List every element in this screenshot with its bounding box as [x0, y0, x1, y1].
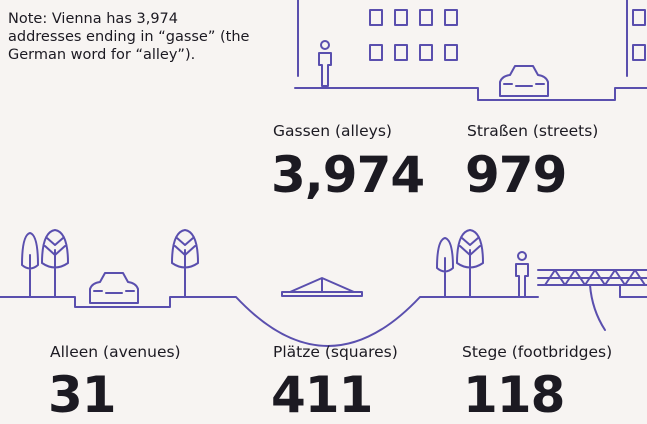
square-pavilion — [281, 277, 363, 297]
count-value: 31 — [48, 366, 117, 424]
footbridge — [537, 269, 647, 331]
person-icon — [515, 251, 529, 298]
category-label: Gassen (alleys) — [273, 122, 392, 140]
ground — [0, 296, 647, 347]
building-windows — [369, 9, 646, 61]
street-ground — [294, 0, 647, 101]
tree-icon — [21, 229, 484, 298]
car-icon — [499, 65, 549, 97]
person-icon — [318, 40, 332, 87]
count-value: 979 — [465, 146, 567, 204]
category-label: Alleen (avenues) — [50, 343, 181, 361]
count-value: 3,974 — [271, 146, 425, 204]
category-label: Plätze (squares) — [273, 343, 398, 361]
car-icon — [89, 272, 139, 304]
category-label: Straßen (streets) — [467, 122, 599, 140]
count-value: 118 — [463, 366, 565, 424]
note: Note: Vienna has 3,974 addresses ending … — [8, 11, 250, 63]
category-label: Stege (footbridges) — [462, 343, 613, 361]
count-value: 411 — [271, 366, 373, 424]
